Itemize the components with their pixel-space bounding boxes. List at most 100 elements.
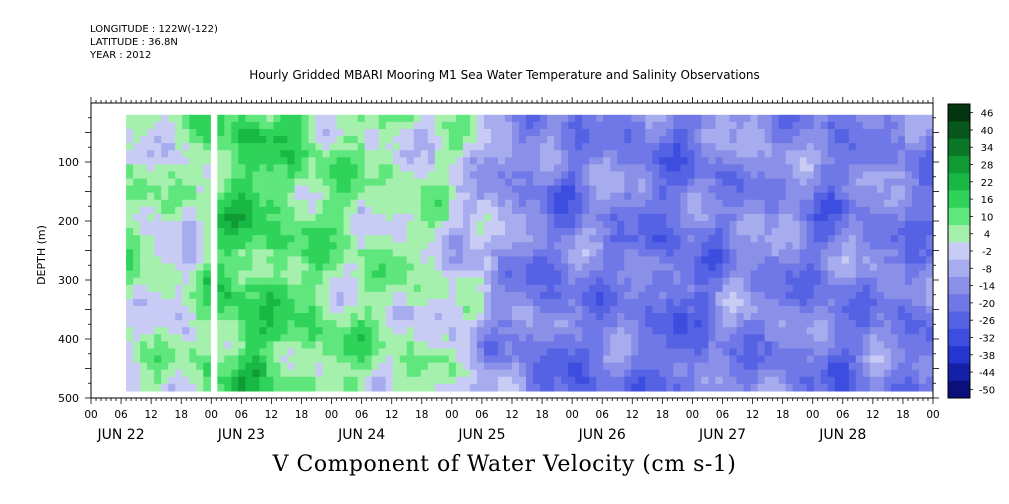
heatmap-cell <box>161 235 169 243</box>
heatmap-cell <box>848 213 857 222</box>
heatmap-cell <box>554 178 562 187</box>
heatmap-cell <box>434 121 443 130</box>
heatmap-cell <box>287 143 296 151</box>
heatmap-cell <box>687 348 696 357</box>
heatmap-cell <box>799 249 808 257</box>
heatmap-cell <box>483 277 492 286</box>
heatmap-cell <box>792 235 801 243</box>
heatmap-cell <box>140 228 148 236</box>
heatmap-cell <box>434 235 443 243</box>
heatmap-cell <box>519 348 527 357</box>
heatmap-cell <box>224 171 232 180</box>
heatmap-cell <box>855 383 864 392</box>
heatmap-cell <box>911 341 920 350</box>
heatmap-cell <box>455 256 464 265</box>
heatmap-cell <box>708 313 717 321</box>
heatmap-cell <box>322 376 331 385</box>
heatmap-cell <box>350 192 359 201</box>
heatmap-cell <box>925 383 933 392</box>
heatmap-cell <box>392 270 401 279</box>
heatmap-cell <box>708 228 717 236</box>
heatmap-cell <box>533 355 541 364</box>
heatmap-cell <box>603 291 611 300</box>
heatmap-cell <box>322 284 331 293</box>
heatmap-cell <box>729 228 738 236</box>
heatmap-cell <box>638 150 646 158</box>
heatmap-cell <box>231 114 239 123</box>
heatmap-cell <box>806 164 815 173</box>
heatmap-cell <box>673 164 681 173</box>
heatmap-cell <box>350 256 359 265</box>
heatmap-cell <box>140 157 148 165</box>
heatmap-cell <box>371 277 380 286</box>
heatmap-cell <box>883 305 892 314</box>
heatmap-cell <box>140 291 148 300</box>
heatmap-cell <box>308 121 317 130</box>
heatmap-cell <box>848 348 857 357</box>
heatmap-cell <box>841 178 850 187</box>
heatmap-cell <box>610 242 618 250</box>
heatmap-cell <box>568 143 576 151</box>
heatmap-cell <box>441 213 450 222</box>
heatmap-cell <box>736 348 745 357</box>
heatmap-cell <box>217 362 225 371</box>
heatmap-cell <box>147 256 155 265</box>
heatmap-cell <box>448 284 457 293</box>
heatmap-cell <box>476 121 485 130</box>
heatmap-cell <box>869 291 878 300</box>
heatmap-cell <box>890 242 899 250</box>
heatmap-cell <box>385 128 394 137</box>
heatmap-cell <box>266 334 275 342</box>
heatmap-cell <box>918 136 927 144</box>
heatmap-cell <box>610 249 618 257</box>
heatmap-cell <box>568 192 576 201</box>
heatmap-cell <box>434 383 443 392</box>
heatmap-cell <box>406 235 415 243</box>
heatmap-cell <box>526 270 534 279</box>
heatmap-cell <box>196 362 204 371</box>
heatmap-cell <box>645 121 653 130</box>
heatmap-cell <box>364 235 373 243</box>
heatmap-cell <box>497 228 506 236</box>
heatmap-cell <box>392 150 401 158</box>
heatmap-cell <box>750 128 759 137</box>
heatmap-cell <box>140 249 148 257</box>
heatmap-cell <box>287 150 296 158</box>
heatmap-cell <box>259 136 268 144</box>
heatmap-cell <box>287 362 296 371</box>
heatmap-cell <box>750 369 759 378</box>
heatmap-cell <box>820 157 829 165</box>
heatmap-cell <box>722 362 731 371</box>
heatmap-cell <box>736 313 745 321</box>
heatmap-cell <box>666 242 674 250</box>
heatmap-cell <box>336 334 345 342</box>
heatmap-cell <box>883 136 892 144</box>
heatmap-cell <box>869 121 878 130</box>
heatmap-cell <box>273 383 282 392</box>
heatmap-cell <box>385 192 394 201</box>
heatmap-cell <box>512 327 520 335</box>
heatmap-cell <box>708 341 717 350</box>
heatmap-cell <box>897 164 906 173</box>
heatmap-cell <box>526 114 534 123</box>
heatmap-cell <box>406 270 415 279</box>
heatmap-cell <box>554 320 562 328</box>
heatmap-cell <box>568 305 576 314</box>
heatmap-cell <box>259 341 268 350</box>
heatmap-cell <box>133 298 141 307</box>
heatmap-cell <box>266 213 275 222</box>
heatmap-cell <box>533 383 541 392</box>
heatmap-cell <box>448 143 457 151</box>
heatmap-cell <box>666 164 674 173</box>
heatmap-cell <box>336 305 345 314</box>
heatmap-cell <box>490 362 499 371</box>
heatmap-cell <box>547 136 555 144</box>
heatmap-cell <box>897 206 906 215</box>
heatmap-cell <box>140 313 148 321</box>
heatmap-cell <box>645 228 653 236</box>
heatmap-cell <box>799 334 808 342</box>
heatmap-cell <box>533 150 541 158</box>
heatmap-cell <box>378 171 387 180</box>
heatmap-cell <box>820 270 829 279</box>
heatmap-cell <box>918 291 927 300</box>
